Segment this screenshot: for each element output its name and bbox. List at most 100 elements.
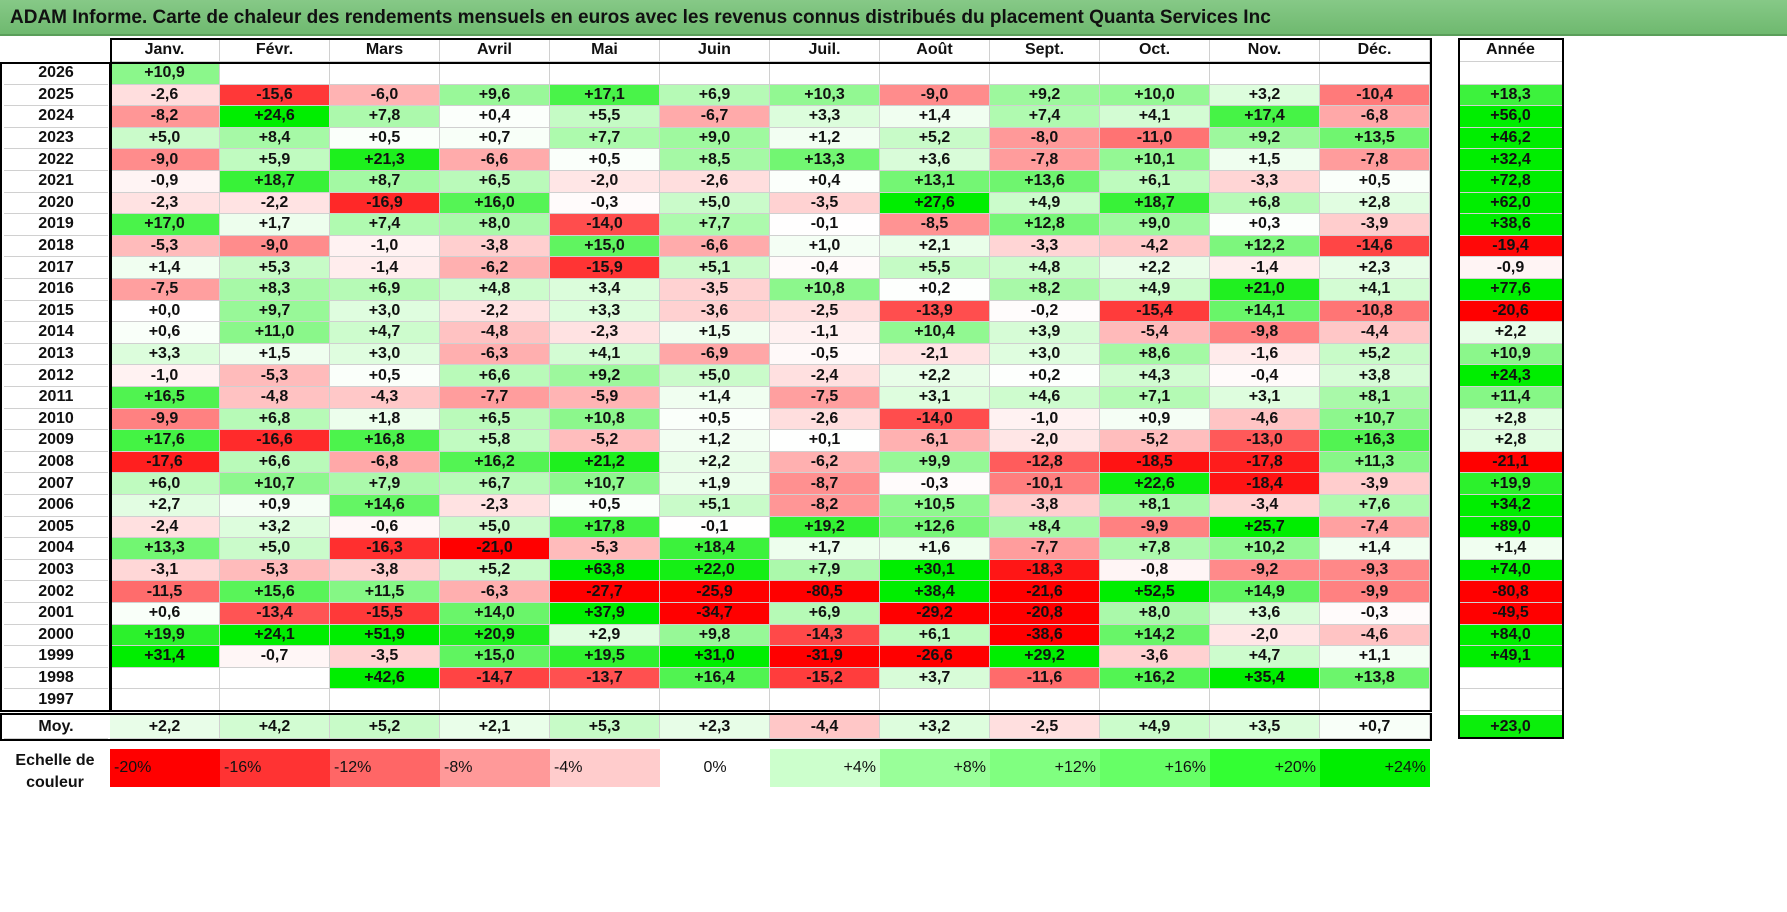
heat-cell: -1,4 [1210,257,1320,279]
heat-cell: +30,1 [880,559,990,582]
heat-cell [1210,63,1320,85]
year-label: 2010 [4,409,108,431]
annual-cell: +19,9 [1458,473,1564,495]
heat-cell: +5,0 [110,127,220,150]
heat-cell: +35,4 [1210,667,1320,690]
heat-cell: -8,2 [110,106,220,128]
heat-cell: -3,3 [990,235,1100,258]
heat-cell: +1,0 [770,235,880,258]
heat-cell: +7,8 [1100,538,1210,560]
color-scale-swatch: -20% [110,749,220,787]
heat-cell: -8,7 [770,473,880,495]
heat-cell: -11,6 [990,667,1100,690]
year-label: 2004 [4,538,108,560]
year-label: 2012 [4,365,108,387]
color-scale-swatch: +24% [1320,749,1430,787]
heat-cell: -1,1 [770,322,880,344]
heat-cell: +4,9 [1100,279,1210,301]
heat-cell: +0,7 [440,127,550,150]
month-header: Août [880,38,990,62]
heat-cell: +0,0 [110,300,220,323]
heat-cell: -2,3 [110,192,220,215]
heat-cell: +5,1 [660,257,770,279]
heat-cell: +3,2 [1210,84,1320,107]
heat-cell: +3,4 [550,279,660,301]
heat-cell: -3,6 [660,300,770,323]
heat-cell: +7,1 [1100,387,1210,409]
heat-cell: +5,0 [440,516,550,539]
average-cell: +3,2 [880,715,990,739]
heat-cell: -15,2 [770,667,880,690]
heat-cell: +19,5 [550,646,660,668]
heat-cell: +21,3 [330,149,440,171]
heat-cell [660,63,770,85]
heat-cell: +63,8 [550,559,660,582]
heat-cell: +6,5 [440,408,550,431]
heat-cell: -3,6 [1100,646,1210,668]
heat-cell: -4,2 [1100,235,1210,258]
heat-cell: +5,1 [660,495,770,517]
heat-cell [220,667,330,690]
heat-cell: -27,7 [550,581,660,603]
heat-cell: +3,0 [990,343,1100,366]
heat-cell: +0,5 [330,127,440,150]
heat-cell: -80,5 [770,581,880,603]
month-header: Oct. [1100,38,1210,62]
heat-cell: -7,4 [1320,516,1430,539]
heat-cell [990,63,1100,85]
color-scale-swatch: -12% [330,749,440,787]
average-cell: +5,2 [330,715,440,739]
average-label: Moy. [4,715,108,739]
average-cell: +2,2 [110,715,220,739]
heat-cell: +13,5 [1320,127,1430,150]
heat-cell: +10,4 [880,322,990,344]
heat-cell: -0,3 [880,473,990,495]
heat-cell: +13,1 [880,171,990,193]
heat-cell: +1,4 [660,387,770,409]
heat-cell: -2,2 [220,192,330,215]
heat-cell: +3,7 [880,667,990,690]
heat-cell [440,63,550,85]
color-scale-swatch: -16% [220,749,330,787]
heat-cell: +21,0 [1210,279,1320,301]
heat-cell: -1,4 [330,257,440,279]
heat-cell: +24,1 [220,624,330,647]
annual-cell: -21,1 [1458,451,1564,474]
year-label: 2000 [4,625,108,647]
heat-cell: +9,7 [220,300,330,323]
heat-cell: +5,3 [220,257,330,279]
year-label: 2016 [4,279,108,301]
heat-cell: +18,4 [660,538,770,560]
heat-cell: -2,2 [440,300,550,323]
annual-cell: +46,2 [1458,127,1564,150]
heat-cell: +2,8 [1320,192,1430,215]
heat-cell: +5,2 [440,559,550,582]
heat-cell: +5,0 [660,365,770,387]
heat-cell [880,689,990,711]
heat-cell: +7,7 [660,214,770,236]
heat-cell: -3,9 [1320,214,1430,236]
heat-cell: +22,6 [1100,473,1210,495]
heat-cell: -38,6 [990,624,1100,647]
heat-cell: +16,8 [330,430,440,452]
heat-cell: +8,5 [660,149,770,171]
heat-cell: -18,5 [1100,451,1210,474]
annual-cell: +84,0 [1458,624,1564,647]
heat-cell: +11,0 [220,322,330,344]
heat-cell: +8,7 [330,171,440,193]
heat-cell: +7,4 [990,106,1100,128]
heat-cell: -14,0 [550,214,660,236]
heat-cell: +13,3 [110,538,220,560]
heat-cell: +5,8 [440,430,550,452]
heat-cell: +4,1 [1320,279,1430,301]
heat-cell: +10,3 [770,84,880,107]
heat-cell: -2,4 [110,516,220,539]
average-cell: -4,4 [770,715,880,739]
year-label: 2009 [4,430,108,452]
heat-cell: +16,2 [1100,667,1210,690]
heat-cell: +31,4 [110,646,220,668]
heat-cell [880,63,990,85]
heat-cell: -0,4 [1210,365,1320,387]
heat-cell: +3,9 [990,322,1100,344]
heat-cell: +12,2 [1210,235,1320,258]
